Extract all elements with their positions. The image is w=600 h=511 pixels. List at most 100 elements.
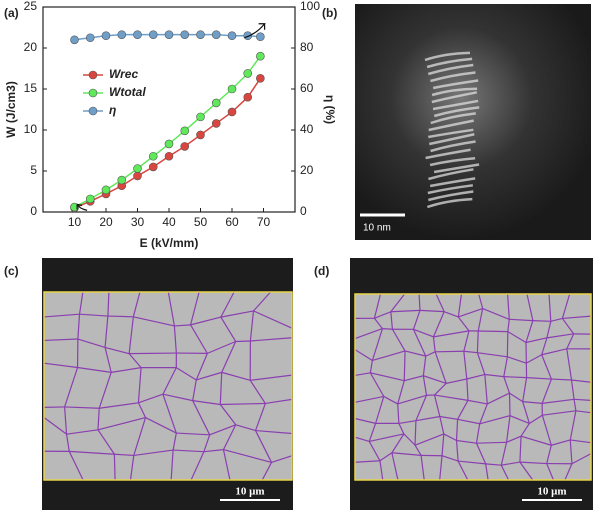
grain-edge (138, 393, 164, 404)
grain-edge (222, 449, 231, 481)
grain-edge (190, 316, 221, 326)
grain-edge (457, 418, 480, 425)
grain-edge (374, 311, 392, 319)
grain-edge (97, 429, 115, 455)
grain-edge (190, 324, 208, 354)
grain-edge (575, 410, 592, 414)
grain-edge (265, 398, 293, 405)
grain-edge (418, 293, 421, 311)
grain-edge (458, 307, 483, 318)
grain-edge (561, 293, 571, 319)
grain-boundaries (43, 291, 293, 481)
y-tick-label: 15 (24, 81, 38, 95)
y2-tick-label: 100 (300, 0, 320, 13)
grain-edge (541, 378, 552, 404)
grain-edge (196, 371, 222, 381)
grain-edge (466, 373, 485, 380)
data-point (243, 92, 253, 102)
grain-edge (414, 420, 417, 446)
grain-edge (369, 360, 373, 373)
grain-edge (382, 328, 393, 330)
grain-edge (478, 293, 484, 309)
grain-edge (207, 340, 236, 354)
data-point (148, 151, 158, 161)
y-tick-label: 0 (30, 204, 37, 218)
grain-edge (571, 379, 592, 383)
grain-edge (98, 372, 112, 409)
grain-edge (397, 380, 405, 405)
grain-edge (422, 356, 427, 376)
grain-edge (64, 406, 100, 409)
grain-edge (397, 403, 400, 424)
fringe (433, 106, 480, 118)
data-point (85, 194, 95, 204)
data-point (243, 69, 253, 78)
data-point (256, 51, 265, 61)
grain-edge (235, 424, 256, 432)
scale-bar-label: 10 nm (363, 223, 391, 234)
grain-edge (487, 392, 510, 405)
grain-edge (529, 414, 543, 424)
fringe (429, 177, 476, 188)
grain-edge (77, 314, 81, 340)
fringe (428, 168, 474, 181)
grain-edge (383, 395, 398, 405)
data-point (101, 185, 111, 195)
grain-edge (479, 415, 511, 425)
grain-edge (434, 394, 469, 401)
grain-edge (254, 403, 266, 431)
grain-edge (525, 337, 548, 344)
grain-edge (551, 439, 571, 446)
grain-edge (482, 307, 510, 320)
grain-edge (354, 349, 373, 361)
grain-edge (443, 311, 459, 318)
grain-edge (509, 318, 533, 322)
grain-edge (145, 417, 177, 434)
y2-axis-label: η (%) (323, 95, 337, 124)
legend-marker (88, 88, 98, 98)
grain-edge (566, 348, 573, 381)
fringe (431, 91, 478, 104)
y2-tick-label: 0 (300, 204, 307, 218)
data-point (164, 151, 174, 161)
grain-edge (439, 455, 443, 481)
grain-edge (507, 331, 527, 343)
grain-edge (519, 461, 547, 465)
grain-edge (253, 310, 293, 329)
fringe (425, 148, 471, 160)
grain-edge (174, 324, 191, 327)
grain-edge (249, 380, 266, 404)
grain-edge (192, 400, 221, 406)
grain-edge (467, 399, 488, 405)
grain-edge (548, 293, 552, 322)
grain-edge (541, 415, 552, 446)
x-tick-label: 30 (131, 215, 145, 229)
grain-edge (435, 350, 464, 353)
grain-edge (209, 424, 236, 436)
grain-edge (372, 350, 406, 362)
grain-edge (255, 429, 293, 435)
fringe (430, 112, 476, 125)
grain-edge (457, 316, 470, 332)
data-point (85, 33, 95, 43)
grain-edge (551, 378, 572, 381)
fringe (428, 190, 474, 202)
grain-edge (574, 398, 592, 401)
grain-edge (412, 310, 421, 330)
grain-edge (354, 395, 384, 403)
panel-label: (a) (4, 6, 19, 20)
grain-edge (509, 392, 524, 403)
grain-edge (446, 378, 467, 384)
scale-bar-label: 10 μm (537, 486, 566, 498)
grain-edge (391, 452, 399, 481)
grain-edge (522, 377, 528, 402)
data-point (196, 112, 205, 122)
grain-edge (463, 351, 468, 380)
grain-edge (354, 328, 383, 340)
axis-arrow (244, 23, 266, 39)
grain-edge (484, 374, 488, 404)
region-box (43, 291, 293, 481)
grain-edge (369, 372, 385, 397)
grain-edge (541, 337, 548, 355)
